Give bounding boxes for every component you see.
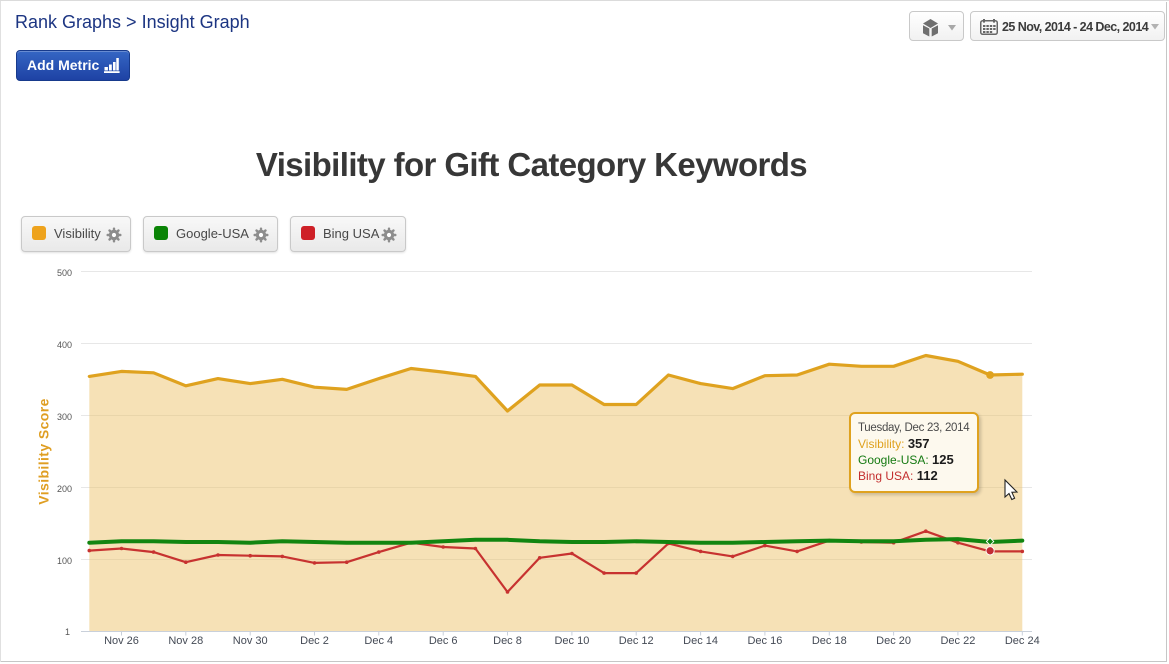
svg-text:Dec 2: Dec 2 [300,635,329,647]
svg-text:Dec 20: Dec 20 [876,635,911,647]
svg-text:Dec 22: Dec 22 [940,635,975,647]
svg-text:Dec 18: Dec 18 [812,635,847,647]
svg-text:Nov 26: Nov 26 [104,635,139,647]
svg-text:Nov 28: Nov 28 [168,635,203,647]
svg-text:Dec 6: Dec 6 [429,635,458,647]
svg-text:Dec 8: Dec 8 [493,635,522,647]
svg-text:Dec 14: Dec 14 [683,635,718,647]
svg-text:400: 400 [57,340,72,350]
svg-text:300: 300 [57,412,72,422]
svg-text:200: 200 [57,484,72,494]
svg-text:Dec 10: Dec 10 [554,635,589,647]
svg-text:Dec 12: Dec 12 [619,635,654,647]
svg-text:Visibility Score: Visibility Score [36,398,52,505]
svg-text:100: 100 [57,556,72,566]
svg-text:500: 500 [57,268,72,278]
svg-text:1: 1 [65,627,70,637]
svg-text:Dec 24: Dec 24 [1005,635,1040,647]
svg-text:Dec 4: Dec 4 [364,635,393,647]
svg-text:Nov 30: Nov 30 [233,635,268,647]
svg-text:Dec 16: Dec 16 [747,635,782,647]
